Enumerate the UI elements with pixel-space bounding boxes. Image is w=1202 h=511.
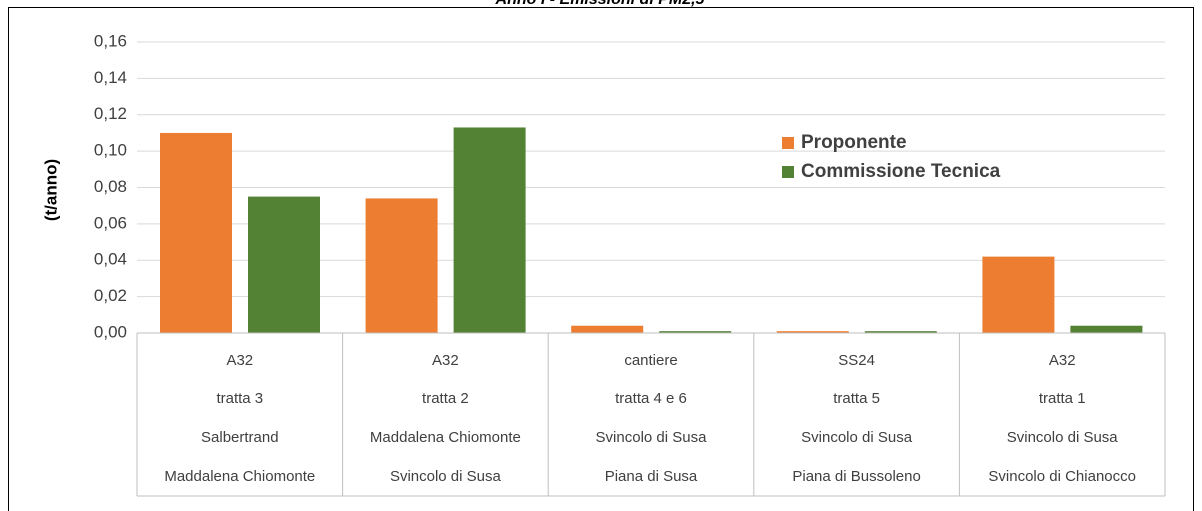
bar [248,196,320,333]
y-tick-label: 0,12 [94,104,127,123]
bar [453,127,526,333]
x-tick-label: Maddalena Chiomonte [164,468,315,485]
x-tick-label: Svincolo di Susa [1007,429,1119,446]
legend-swatch [782,166,794,178]
x-tick-label: Piana di Bussoleno [792,468,920,485]
x-tick-label: A32 [432,352,459,369]
bar [864,331,937,333]
x-tick-label: cantiere [624,352,677,369]
y-tick-label: 0,04 [94,250,127,269]
bar [982,256,1055,333]
bar [160,132,232,333]
chart-frame [8,7,1194,511]
x-tick-label: tratta 4 e 6 [615,390,687,407]
y-tick-label: 0,06 [94,213,127,232]
x-tick-label: Svincolo di Chianocco [988,468,1136,485]
x-tick-label: A32 [226,352,253,369]
x-tick-label: SS24 [838,352,875,369]
y-tick-label: 0,10 [94,141,127,160]
x-tick-label: Maddalena Chiomonte [370,429,521,446]
y-tick-label: 0,14 [94,68,127,87]
x-tick-label: tratta 3 [216,390,263,407]
legend-label: Commissione Tecnica [801,161,1001,182]
legend-swatch [782,137,794,149]
y-tick-label: 0,00 [94,322,127,341]
x-tick-label: Svincolo di Susa [390,468,502,485]
x-tick-label: A32 [1049,352,1076,369]
x-tick-label: Svincolo di Susa [596,429,708,446]
x-tick-label: tratta 5 [833,390,880,407]
y-tick-label: 0,02 [94,286,127,305]
bar [776,331,849,333]
bar [365,198,438,333]
bar [571,325,644,333]
bar [1070,325,1143,333]
x-tick-label: Salbertrand [201,429,279,446]
chart-title: Anno I - Emissioni di PM2,5 [495,0,706,8]
x-tick-label: Svincolo di Susa [801,429,913,446]
y-tick-label: 0,16 [94,31,127,50]
bar [659,331,732,333]
y-tick-label: 0,08 [94,177,127,196]
y-axis-label: (t/anno) [41,159,60,221]
x-tick-label: Piana di Susa [605,468,698,485]
x-tick-label: tratta 1 [1039,390,1086,407]
x-tick-label: tratta 2 [422,390,469,407]
legend-label: Proponente [801,132,907,153]
